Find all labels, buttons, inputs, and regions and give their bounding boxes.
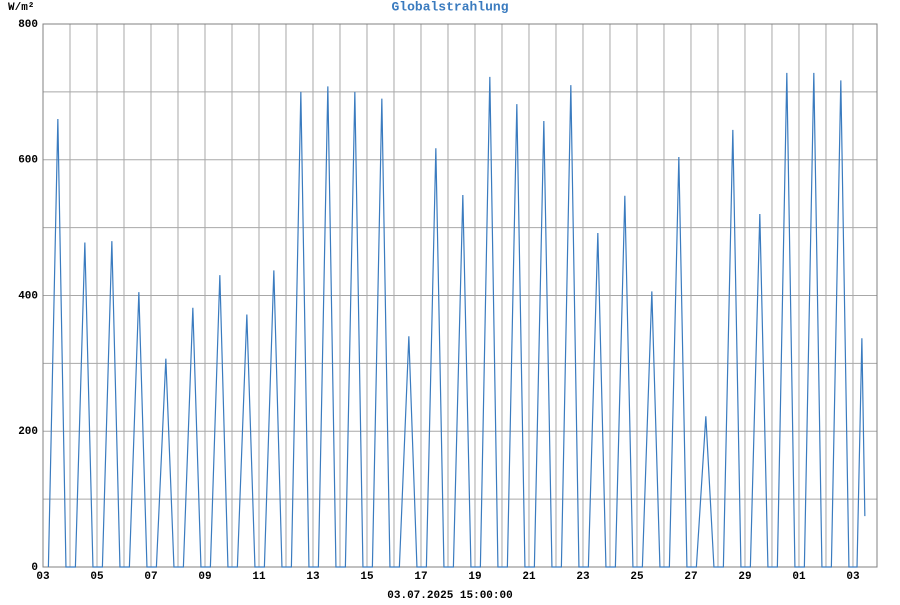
x-tick-label: 03 bbox=[36, 571, 50, 583]
x-tick-label: 15 bbox=[360, 571, 374, 583]
data-line bbox=[47, 72, 866, 568]
x-tick-label: 09 bbox=[198, 571, 211, 583]
x-tick-label: 13 bbox=[306, 571, 320, 583]
y-tick-label: 200 bbox=[18, 426, 38, 438]
x-tick-label: 07 bbox=[144, 571, 157, 583]
y-unit: W/m² bbox=[8, 2, 34, 14]
y-tick-label: 600 bbox=[18, 155, 38, 167]
x-tick-label: 19 bbox=[468, 571, 481, 583]
x-tick-label: 11 bbox=[252, 571, 266, 583]
x-label: 03.07.2025 15:00:00 bbox=[387, 590, 512, 600]
chart-title: Globalstrahlung bbox=[391, 0, 508, 14]
x-tick-label: 21 bbox=[522, 571, 536, 583]
x-tick-label: 01 bbox=[792, 571, 806, 583]
x-tick-label: 05 bbox=[90, 571, 104, 583]
x-tick-label: 27 bbox=[684, 571, 697, 583]
plot-frame bbox=[42, 23, 878, 568]
x-tick-label: 23 bbox=[576, 571, 590, 583]
x-tick-label: 25 bbox=[630, 571, 644, 583]
x-tick-label: 17 bbox=[414, 571, 427, 583]
x-tick-label: 03 bbox=[846, 571, 860, 583]
x-tick-label: 29 bbox=[738, 571, 751, 583]
y-tick-label: 400 bbox=[18, 290, 38, 302]
y-tick-label: 800 bbox=[18, 19, 38, 31]
y-tick-label: 0 bbox=[31, 562, 38, 574]
